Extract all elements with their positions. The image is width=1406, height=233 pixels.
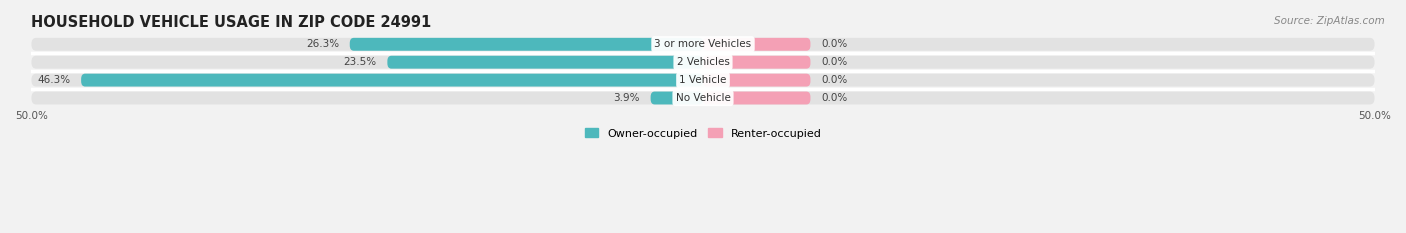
Text: 0.0%: 0.0% (821, 57, 848, 67)
FancyBboxPatch shape (703, 74, 810, 86)
Text: 26.3%: 26.3% (307, 39, 339, 49)
FancyBboxPatch shape (350, 38, 703, 51)
Text: 23.5%: 23.5% (343, 57, 377, 67)
FancyBboxPatch shape (31, 92, 1375, 104)
Text: 2 Vehicles: 2 Vehicles (676, 57, 730, 67)
Text: 0.0%: 0.0% (821, 39, 848, 49)
FancyBboxPatch shape (703, 56, 810, 69)
FancyBboxPatch shape (651, 92, 703, 104)
Text: Source: ZipAtlas.com: Source: ZipAtlas.com (1274, 16, 1385, 26)
FancyBboxPatch shape (31, 56, 1375, 69)
FancyBboxPatch shape (31, 38, 1375, 51)
Text: 3.9%: 3.9% (613, 93, 640, 103)
Text: No Vehicle: No Vehicle (675, 93, 731, 103)
FancyBboxPatch shape (703, 38, 810, 51)
FancyBboxPatch shape (388, 56, 703, 69)
FancyBboxPatch shape (82, 74, 703, 86)
Text: 46.3%: 46.3% (38, 75, 70, 85)
FancyBboxPatch shape (703, 92, 810, 104)
Text: 0.0%: 0.0% (821, 93, 848, 103)
FancyBboxPatch shape (31, 74, 1375, 86)
Text: 0.0%: 0.0% (821, 75, 848, 85)
Text: 1 Vehicle: 1 Vehicle (679, 75, 727, 85)
Text: 3 or more Vehicles: 3 or more Vehicles (654, 39, 752, 49)
Text: HOUSEHOLD VEHICLE USAGE IN ZIP CODE 24991: HOUSEHOLD VEHICLE USAGE IN ZIP CODE 2499… (31, 15, 432, 30)
Legend: Owner-occupied, Renter-occupied: Owner-occupied, Renter-occupied (585, 128, 821, 139)
